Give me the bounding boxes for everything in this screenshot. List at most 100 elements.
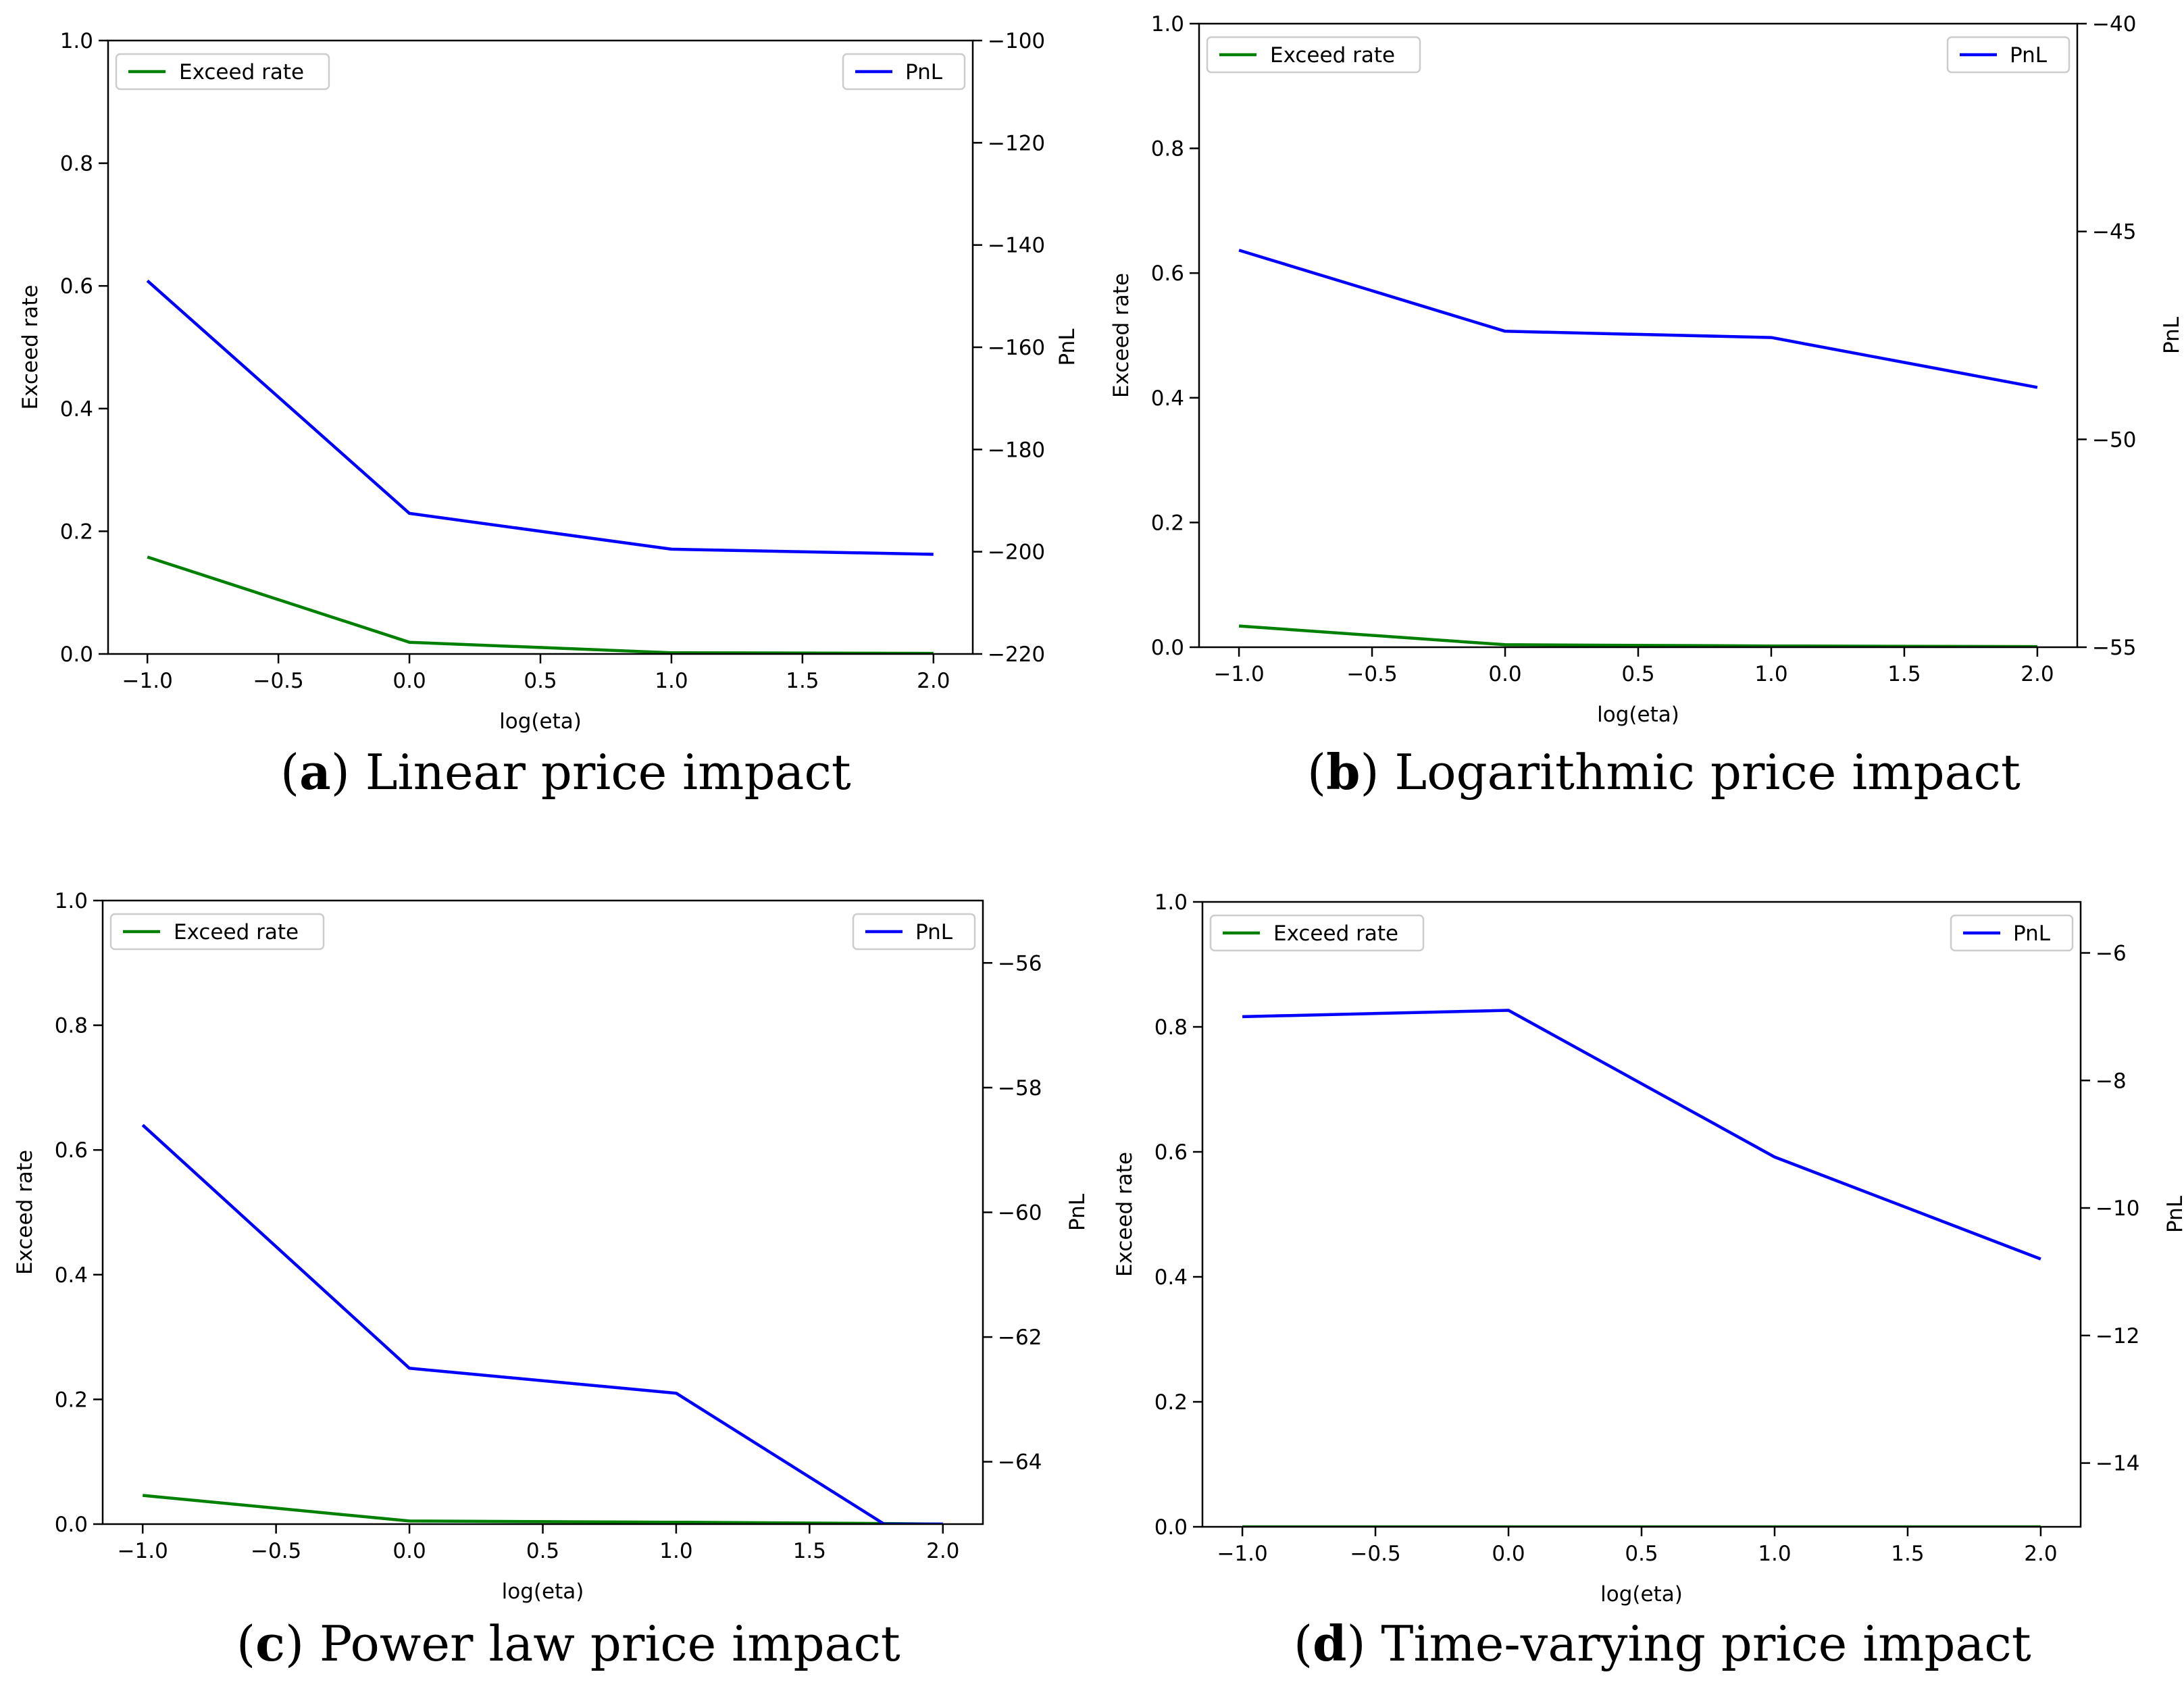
y2-axis-label: PnL: [1065, 1193, 1090, 1231]
series-line-pnl: [1238, 249, 2038, 389]
y-tick-label: 0.0: [55, 1513, 88, 1537]
y-axis-label: Exceed rate: [13, 1150, 37, 1275]
legend-left: Exceed rate: [115, 53, 330, 91]
y-tick-label: 0.0: [1151, 636, 1184, 660]
legend-box: [115, 53, 330, 91]
plot-frame: [101, 899, 984, 1525]
y-tick-label: 1.0: [55, 889, 88, 913]
y2-tick-label: −62: [998, 1325, 1042, 1350]
x-tick-label: 1.0: [1754, 662, 1787, 686]
y-tick-label: 0.8: [1154, 1015, 1188, 1040]
series-line-pnl: [141, 1123, 943, 1524]
x-tick-label: −1.0: [1213, 662, 1264, 686]
y-tick-label: 0.0: [60, 642, 93, 667]
x-tick-label: 2.0: [2024, 1542, 2057, 1566]
legend-box: [842, 53, 966, 91]
subplot-b: −1.0 −0.5 0.0 0.5 1.0 1.5 2.0 0.0 0.2 0.4 0.6 0.8 1.…: [1109, 12, 2184, 727]
y-axis-label: Exceed rate: [18, 284, 43, 409]
y2-tick-label: −14: [2096, 1452, 2139, 1476]
legend-box: [852, 913, 976, 951]
legend-label-exceed-rate: Exceed rate: [174, 920, 299, 944]
x-axis-label: log(eta): [499, 709, 582, 734]
x-tick-label: 2.0: [2021, 662, 2054, 686]
x-tick-label: −0.5: [1346, 662, 1397, 686]
y2-tick-label: −56: [998, 951, 1042, 976]
plot-frame: [1201, 901, 2082, 1528]
x-axis-label: log(eta): [502, 1580, 584, 1604]
legend-label-exceed-rate: Exceed rate: [179, 60, 304, 84]
x-tick-label: −0.5: [1350, 1542, 1400, 1566]
x-tick-label: 1.0: [655, 669, 688, 693]
y2-tick-label: −120: [988, 131, 1045, 155]
y-axis-label: Exceed rate: [1109, 273, 1134, 398]
plot-frame: [1198, 22, 2079, 649]
y-tick-label: 0.8: [60, 152, 93, 176]
legend-left: Exceed rate: [1209, 914, 1425, 952]
x-tick-label: 0.0: [392, 1539, 426, 1563]
legend-right: PnL: [842, 53, 966, 91]
y2-tick-label: −6: [2096, 942, 2127, 966]
subplot-a: −1.0 −0.5 0.0 0.5 1.0 1.5 2.0 0.0 0.2 0.4 0.6 0.8 1.…: [18, 29, 1080, 734]
y-tick-label: 0.4: [55, 1263, 88, 1288]
legend-label-pnl: PnL: [2010, 43, 2048, 68]
y-tick-label: 0.4: [60, 397, 93, 422]
x-tick-label: −1.0: [118, 1539, 168, 1563]
y2-tick-label: −160: [988, 336, 1045, 360]
series-line-exceed-rate: [1238, 624, 2037, 647]
y-tick-label: 0.6: [1154, 1140, 1188, 1165]
x-tick-label: 1.5: [1887, 662, 1921, 686]
y-axis-label: Exceed rate: [1113, 1152, 1137, 1277]
subplot-d: −1.0 −0.5 0.0 0.5 1.0 1.5 2.0 0.0 0.2 0.4 0.6 0.8 1.…: [1113, 890, 2184, 1607]
caption-d: (d) Time-varying price impact: [1294, 1615, 2031, 1672]
x-tick-label: 0.0: [1488, 662, 1521, 686]
y-tick-label: 0.6: [60, 274, 93, 299]
y-tick-label: 0.2: [55, 1388, 88, 1412]
x-tick-label: 0.0: [392, 669, 426, 693]
legend-left: Exceed rate: [109, 913, 325, 951]
series-line-pnl: [1242, 1009, 2041, 1261]
legend-box: [1950, 914, 2074, 952]
caption-a: (a) Linear price impact: [280, 743, 851, 801]
x-tick-label: 1.0: [1758, 1542, 1791, 1566]
y-tick-label: 0.0: [1154, 1515, 1188, 1540]
x-tick-label: 2.0: [926, 1539, 959, 1563]
legend-right: PnL: [852, 913, 976, 951]
y2-tick-label: −200: [988, 540, 1045, 565]
plot-frame: [107, 39, 974, 655]
legend-label-exceed-rate: Exceed rate: [1270, 43, 1395, 68]
x-tick-label: 1.5: [786, 669, 819, 693]
y-tick-label: 1.0: [1151, 12, 1184, 36]
x-tick-label: 0.5: [524, 669, 557, 693]
y2-axis-label: PnL: [2163, 1195, 2184, 1233]
series-line-exceed-rate: [147, 555, 934, 654]
y2-tick-label: −40: [2092, 12, 2136, 36]
y2-tick-label: −45: [2092, 220, 2136, 245]
x-tick-label: 1.5: [793, 1539, 826, 1563]
caption-c: (c) Power law price impact: [236, 1615, 900, 1672]
y2-tick-label: −140: [988, 234, 1045, 258]
y2-tick-label: −55: [2092, 636, 2136, 660]
legend-label-pnl: PnL: [2013, 921, 2051, 946]
legend-left: Exceed rate: [1206, 36, 1421, 74]
y2-tick-label: −12: [2096, 1324, 2139, 1348]
x-tick-label: −0.5: [251, 1539, 301, 1563]
x-tick-label: 0.0: [1492, 1542, 1525, 1566]
x-axis-label: log(eta): [1600, 1582, 1683, 1607]
x-tick-label: −0.5: [253, 669, 303, 693]
legend-right: PnL: [1946, 36, 2071, 74]
y-tick-label: 0.8: [55, 1014, 88, 1038]
x-tick-label: 0.5: [1625, 1542, 1658, 1566]
x-tick-label: 1.0: [659, 1539, 692, 1563]
y2-tick-label: −8: [2096, 1069, 2127, 1093]
y2-tick-label: −180: [988, 438, 1045, 462]
y2-tick-label: −100: [988, 29, 1045, 53]
y2-axis-label: PnL: [1055, 328, 1080, 366]
y-tick-label: 1.0: [60, 29, 93, 53]
legend-label-pnl: PnL: [905, 60, 943, 84]
legend-box: [1209, 914, 1425, 952]
caption-b: (b) Logarithmic price impact: [1307, 743, 2021, 801]
y-tick-label: 0.4: [1151, 386, 1184, 411]
y2-axis-label: PnL: [2160, 316, 2184, 354]
legend-box: [109, 913, 325, 951]
